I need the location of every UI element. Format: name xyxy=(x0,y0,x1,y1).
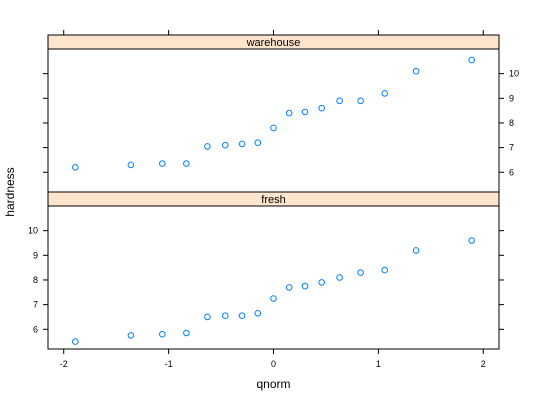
data-point xyxy=(204,143,211,150)
data-point xyxy=(301,282,309,290)
data-point xyxy=(238,140,246,148)
y-tick-label: 7 xyxy=(33,300,38,310)
fresh-points xyxy=(72,237,476,345)
data-point xyxy=(336,274,343,281)
y-tick-label: 8 xyxy=(509,118,514,128)
data-point xyxy=(412,67,420,75)
y-tick-label: 6 xyxy=(509,167,514,177)
fresh-plot-frame xyxy=(47,205,500,350)
warehouse-plot-frame xyxy=(47,48,500,193)
data-point xyxy=(357,269,364,276)
data-point xyxy=(381,90,389,97)
data-point xyxy=(222,141,229,149)
data-point xyxy=(72,338,79,345)
data-point xyxy=(318,104,326,112)
data-point xyxy=(204,313,211,321)
data-point xyxy=(72,164,79,171)
data-point xyxy=(159,330,166,338)
data-point xyxy=(468,56,476,64)
x-tick-label: 0 xyxy=(271,359,276,369)
data-point xyxy=(301,108,309,116)
y-tick-label: 9 xyxy=(33,250,38,260)
data-point xyxy=(183,329,190,337)
y-tick-label: 7 xyxy=(509,143,514,153)
y-axis-title: hardness xyxy=(3,167,17,216)
data-point xyxy=(285,109,293,117)
x-tick-label: 2 xyxy=(481,359,486,369)
y-tick-label: 9 xyxy=(509,93,514,103)
x-tick-label: -1 xyxy=(165,359,173,369)
axes: -2 -1 0 1 2 6 7 8 9 10 6 7 8 9 10 xyxy=(28,30,519,369)
data-point xyxy=(254,310,262,317)
data-point xyxy=(336,97,343,105)
data-point xyxy=(270,124,277,132)
x-tick-label: -2 xyxy=(60,359,68,369)
fresh-panel: fresh xyxy=(47,191,500,350)
data-point xyxy=(381,266,389,274)
y-tick-label: 6 xyxy=(33,324,38,334)
data-point xyxy=(318,279,326,286)
data-point xyxy=(183,160,190,167)
warehouse-panel: warehouse xyxy=(47,34,500,193)
data-point xyxy=(127,332,135,339)
data-point xyxy=(127,161,135,169)
fresh-strip-label: fresh xyxy=(261,194,285,206)
x-tick-label: 1 xyxy=(376,359,381,369)
data-point xyxy=(285,284,293,291)
y-tick-label: 8 xyxy=(33,275,38,285)
data-point xyxy=(270,295,277,302)
data-point xyxy=(222,312,229,320)
x-axis-title: qnorm xyxy=(256,377,290,391)
data-point xyxy=(357,97,364,105)
warehouse-strip-label: warehouse xyxy=(246,37,301,49)
data-point xyxy=(254,139,262,146)
y-tick-label: 10 xyxy=(509,69,519,79)
y-tick-label: 10 xyxy=(28,226,38,236)
data-point xyxy=(468,237,476,244)
data-point xyxy=(238,312,246,320)
data-point xyxy=(159,160,166,167)
data-point xyxy=(412,247,420,254)
warehouse-points xyxy=(72,56,476,171)
